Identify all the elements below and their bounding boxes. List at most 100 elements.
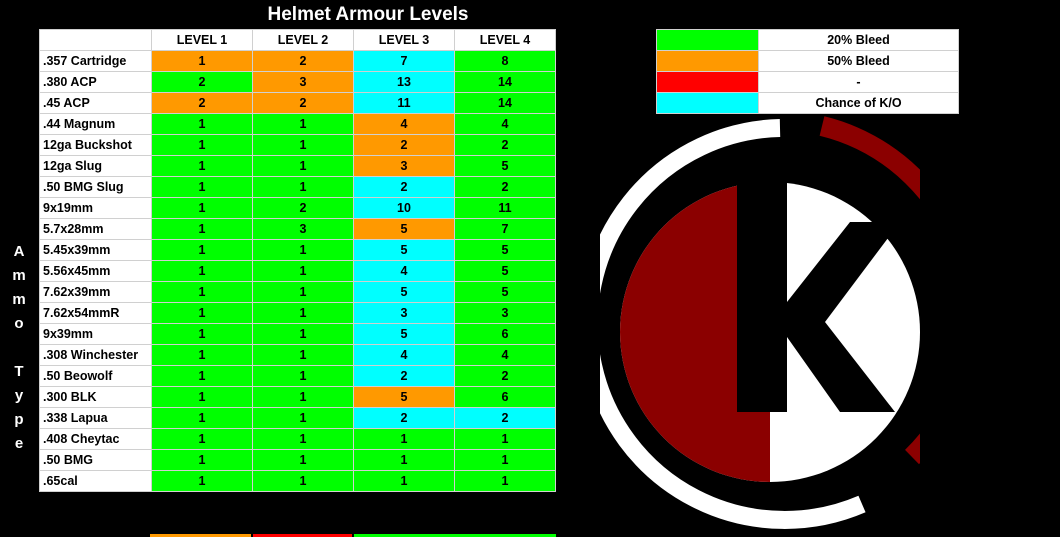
- level-2-cell: 1: [252, 344, 354, 366]
- level-4-cell: 6: [454, 323, 556, 345]
- table-row: .357 Cartridge 1 2 7 8: [39, 50, 556, 72]
- ammo-name: 12ga Buckshot: [39, 134, 152, 156]
- legend-label: -: [758, 71, 959, 93]
- level-4-cell: 14: [454, 71, 556, 93]
- level-4-cell: 5: [454, 260, 556, 282]
- legend-row: 20% Bleed: [656, 29, 959, 51]
- header-level-4: LEVEL 4: [454, 29, 556, 51]
- level-3-cell: 11: [353, 92, 455, 114]
- legend-row: Chance of K/O: [656, 92, 959, 114]
- level-2-cell: 2: [252, 50, 354, 72]
- level-3-cell: 4: [353, 260, 455, 282]
- level-2-cell: 1: [252, 428, 354, 450]
- ammo-name: .338 Lapua: [39, 407, 152, 429]
- level-1-cell: 1: [151, 449, 253, 471]
- level-4-cell: 6: [454, 386, 556, 408]
- ammo-name: .50 BMG Slug: [39, 176, 152, 198]
- side-label-char: y: [14, 387, 24, 404]
- level-3-cell: 4: [353, 113, 455, 135]
- ammo-name: .45 ACP: [39, 92, 152, 114]
- level-3-cell: 10: [353, 197, 455, 219]
- side-label-char: p: [14, 411, 24, 428]
- level-2-cell: 1: [252, 134, 354, 156]
- ammo-name: 5.56x45mm: [39, 260, 152, 282]
- legend-label: 50% Bleed: [758, 50, 959, 72]
- ammo-name: .357 Cartridge: [39, 50, 152, 72]
- level-4-cell: 5: [454, 281, 556, 303]
- legend-swatch: [656, 71, 759, 93]
- level-1-cell: 1: [151, 386, 253, 408]
- level-4-cell: 4: [454, 113, 556, 135]
- level-3-cell: 7: [353, 50, 455, 72]
- level-4-cell: 5: [454, 239, 556, 261]
- legend-row: 50% Bleed: [656, 50, 959, 72]
- ammo-name: .380 ACP: [39, 71, 152, 93]
- ammo-name: .44 Magnum: [39, 113, 152, 135]
- side-label-char: m: [12, 291, 26, 308]
- level-2-cell: 1: [252, 155, 354, 177]
- table-row: .65cal 1 1 1 1: [39, 470, 556, 492]
- level-2-cell: 1: [252, 470, 354, 492]
- header-corner: [39, 29, 152, 51]
- level-2-cell: 1: [252, 323, 354, 345]
- legend-row: -: [656, 71, 959, 93]
- legend-label: Chance of K/O: [758, 92, 959, 114]
- k-logo-graphic: [579, 116, 982, 529]
- level-1-cell: 2: [151, 71, 253, 93]
- level-1-cell: 1: [151, 239, 253, 261]
- header-level-3: LEVEL 3: [353, 29, 455, 51]
- level-4-cell: 5: [454, 155, 556, 177]
- strip-1: [150, 534, 251, 537]
- ammo-name: .408 Cheytac: [39, 428, 152, 450]
- table-row: 9x39mm 1 1 5 6: [39, 323, 556, 345]
- level-4-cell: 1: [454, 470, 556, 492]
- level-2-cell: 1: [252, 386, 354, 408]
- side-label-char: T: [14, 363, 24, 380]
- table-row: .338 Lapua 1 1 2 2: [39, 407, 556, 429]
- level-2-cell: 1: [252, 407, 354, 429]
- table-header-row: LEVEL 1 LEVEL 2 LEVEL 3 LEVEL 4: [39, 29, 556, 51]
- level-4-cell: 3: [454, 302, 556, 324]
- table-row: .380 ACP 2 3 13 14: [39, 71, 556, 93]
- level-1-cell: 1: [151, 260, 253, 282]
- side-label-char: e: [14, 435, 24, 452]
- ammo-name: 12ga Slug: [39, 155, 152, 177]
- level-1-cell: 1: [151, 134, 253, 156]
- legend-swatch: [656, 29, 759, 51]
- level-2-cell: 3: [252, 218, 354, 240]
- level-1-cell: 1: [151, 428, 253, 450]
- table-row: 5.7x28mm 1 3 5 7: [39, 218, 556, 240]
- table-row: 5.45x39mm 1 1 5 5: [39, 239, 556, 261]
- level-2-cell: 3: [252, 71, 354, 93]
- header-level-2: LEVEL 2: [252, 29, 354, 51]
- level-2-cell: 2: [252, 92, 354, 114]
- ammo-name: 9x39mm: [39, 323, 152, 345]
- level-3-cell: 1: [353, 449, 455, 471]
- level-1-cell: 2: [151, 92, 253, 114]
- level-3-cell: 1: [353, 428, 455, 450]
- table-row: 5.56x45mm 1 1 4 5: [39, 260, 556, 282]
- table-row: 9x19mm 1 2 10 11: [39, 197, 556, 219]
- level-1-cell: 1: [151, 218, 253, 240]
- level-3-cell: 3: [353, 155, 455, 177]
- ammo-name: .300 BLK: [39, 386, 152, 408]
- table-row: .50 Beowolf 1 1 2 2: [39, 365, 556, 387]
- level-4-cell: 1: [454, 428, 556, 450]
- level-1-cell: 1: [151, 302, 253, 324]
- level-3-cell: 5: [353, 239, 455, 261]
- legend-swatch: [656, 92, 759, 114]
- table-row: 7.62x39mm 1 1 5 5: [39, 281, 556, 303]
- legend-swatch: [656, 50, 759, 72]
- level-1-cell: 1: [151, 470, 253, 492]
- level-3-cell: 2: [353, 134, 455, 156]
- page-title: Helmet Armour Levels: [267, 4, 469, 25]
- level-2-cell: 1: [252, 281, 354, 303]
- level-4-cell: 2: [454, 176, 556, 198]
- ammo-name: .308 Winchester: [39, 344, 152, 366]
- armour-table: LEVEL 1 LEVEL 2 LEVEL 3 LEVEL 4 .357 Car…: [39, 29, 556, 492]
- level-2-cell: 1: [252, 449, 354, 471]
- level-2-cell: 1: [252, 113, 354, 135]
- level-1-cell: 1: [151, 113, 253, 135]
- level-1-cell: 1: [151, 281, 253, 303]
